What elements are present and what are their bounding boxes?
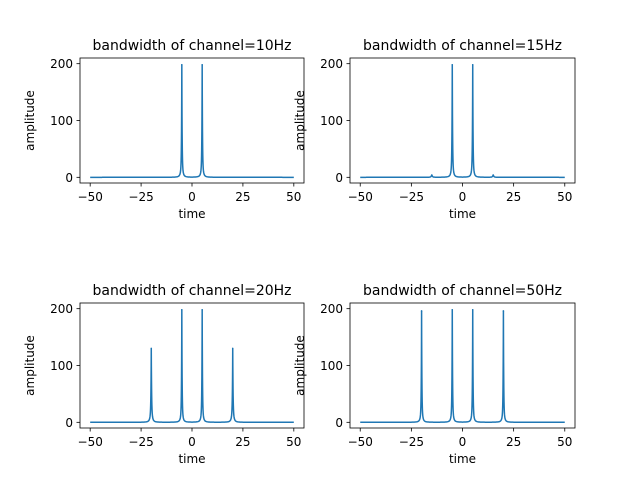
subplot-4: −50 −25 0 25 50 0 100 200 bandwidth of channel=5… [293,283,576,466]
axes-frame [79,302,305,429]
y-tick-label: 100 [50,114,73,128]
x-tick-label: −25 [128,435,153,449]
x-tick-label: −25 [399,435,424,449]
series-line [89,309,295,424]
peak-point-1 [150,347,153,350]
axes-frame [349,57,576,184]
peak-point-2 [451,64,454,66]
y-tick-label: 100 [50,359,73,373]
series-line [359,309,566,424]
y-tick-label: 200 [50,302,73,316]
x-axis-label: time [449,207,476,221]
peak-point-1 [431,174,433,176]
y-axis-label: amplitude [293,335,307,396]
x-tick-label: 25 [235,190,250,204]
y-axis-label: amplitude [293,90,307,151]
peak-point-2 [451,309,454,311]
peak-point-2 [201,64,203,66]
peak-point-3 [471,309,474,311]
x-tick-label: 25 [506,190,521,204]
x-axis-label: time [178,452,205,466]
x-tick-label: 0 [459,435,467,449]
series-line [89,64,295,179]
x-tick-label: 0 [459,190,467,204]
subplot-1: −50 −25 0 25 50 0 100 200 bandwidth of channel=1… [23,38,305,221]
x-tick-label: −25 [128,190,153,204]
x-tick-label: 25 [235,435,250,449]
peak-point-1 [420,310,423,312]
x-tick-label: −25 [399,190,424,204]
y-tick-label: 200 [320,302,343,316]
peak-point-3 [201,309,203,311]
x-tick-label: −50 [348,435,373,449]
y-axis-label: amplitude [23,90,37,151]
y-tick-label: 200 [320,57,343,71]
chart-title: bandwidth of channel=20Hz [92,283,291,299]
x-tick-label: 50 [286,435,301,449]
subplot-2: −50 −25 0 25 50 0 100 200 bandwidth of channel=1… [293,38,576,221]
y-tick-label: 0 [65,416,73,430]
x-axis-label: time [449,452,476,466]
series-line [359,64,566,179]
x-tick-label: 50 [557,435,572,449]
peak-point-4 [492,174,494,176]
x-axis-label: time [178,207,205,221]
chart-title: bandwidth of channel=10Hz [92,38,291,54]
y-tick-label: 200 [50,57,73,71]
subplot-3: −50 −25 0 25 50 0 100 200 bandwidth of channel=2… [23,283,305,466]
x-tick-label: −50 [78,435,103,449]
peak-point-4 [231,347,234,350]
peak-point-1 [181,64,183,66]
axes-frame [79,57,305,184]
x-tick-label: 25 [506,435,521,449]
y-tick-label: 0 [65,171,73,185]
peak-point-2 [181,309,183,311]
chart-title: bandwidth of channel=50Hz [363,283,562,299]
y-tick-label: 0 [335,171,343,185]
x-tick-label: 0 [188,190,196,204]
peak-point-3 [471,64,474,66]
peak-point-4 [502,310,505,312]
y-tick-label: 100 [320,359,343,373]
axes-frame [349,302,576,429]
chart-title: bandwidth of channel=15Hz [363,38,562,54]
y-tick-label: 100 [320,114,343,128]
x-tick-label: 50 [557,190,572,204]
y-axis-label: amplitude [23,335,37,396]
x-tick-label: −50 [348,190,373,204]
x-tick-label: −50 [78,190,103,204]
x-tick-label: 50 [286,190,301,204]
x-tick-label: 0 [188,435,196,449]
y-tick-label: 0 [335,416,343,430]
